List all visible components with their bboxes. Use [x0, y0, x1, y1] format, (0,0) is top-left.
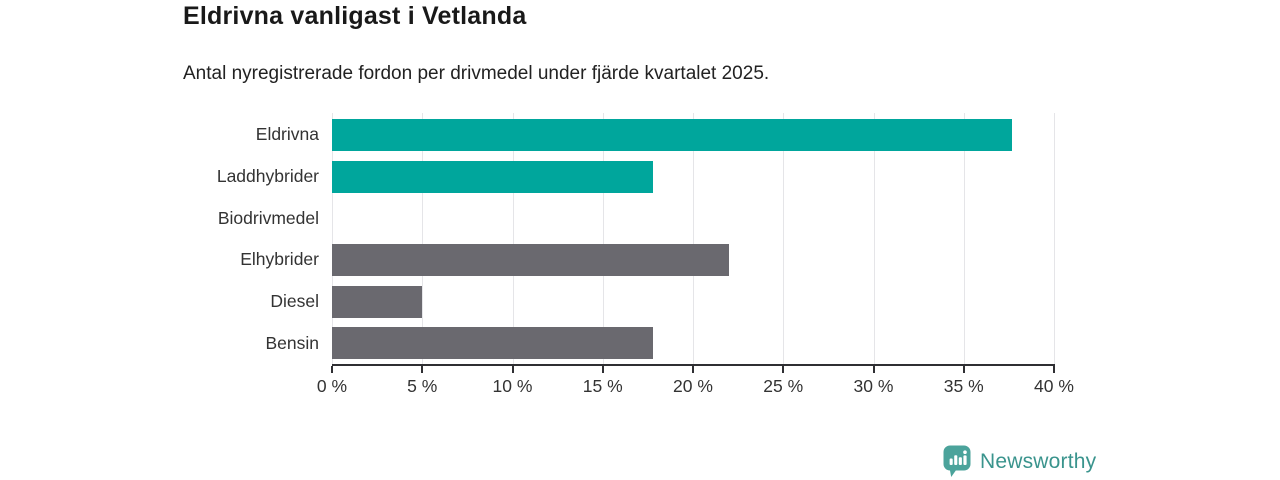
bar-row: Bensin: [0, 322, 1150, 364]
axis-tick-label: 30 %: [853, 376, 894, 396]
axis-tick: [1053, 366, 1055, 373]
axis-tick: [511, 366, 514, 373]
bar-track: [332, 160, 1054, 193]
axis-tick: [962, 366, 965, 373]
axis-tick: [872, 366, 875, 373]
bar: [332, 243, 730, 276]
axis-tick: [601, 366, 604, 373]
gridline: [873, 113, 875, 365]
newsworthy-logo: Newsworthy: [943, 445, 1096, 478]
chart-rows: Eldrivna Laddhybrider Biodrivmedel Elhybrid…: [0, 114, 1150, 364]
bar-row: Elhybrider: [0, 239, 1150, 281]
category-label: Elhybrider: [240, 249, 319, 270]
gridline: [512, 113, 514, 365]
axis-tick: [421, 366, 424, 373]
axis-tick-label: 15 %: [582, 376, 623, 396]
bar-track: [332, 202, 1054, 234]
bar-chart: Eldrivna Laddhybrider Biodrivmedel Elhybrid…: [0, 113, 1150, 413]
bar: [332, 160, 654, 193]
axis-tick: [782, 366, 785, 373]
gridline: [963, 113, 965, 365]
gridline: [422, 113, 424, 365]
axis-tick-label: 0 %: [316, 376, 348, 396]
newsworthy-bar-chart-bubble-icon: [943, 445, 971, 477]
category-label: Diesel: [270, 291, 319, 312]
category-label: Laddhybrider: [216, 166, 319, 187]
bar-row: Biodrivmedel: [0, 197, 1150, 239]
chart-title: Eldrivna vanligast i Vetlanda: [183, 2, 527, 30]
chart-subtitle: Antal nyregistrerade fordon per drivmede…: [183, 63, 770, 84]
axis-tick-label: 20 %: [673, 376, 713, 396]
bar-row: Eldrivna: [0, 114, 1150, 156]
bar-track: [332, 327, 1054, 360]
axis-tick-label: 40 %: [1034, 376, 1074, 396]
bar-track: [332, 243, 1054, 276]
gridlines: [0, 113, 1150, 365]
gridline: [783, 113, 785, 365]
bar-row: Laddhybrider: [0, 156, 1150, 198]
x-axis-line: [332, 364, 1055, 366]
bar: [332, 327, 654, 360]
axis-tick-label: 25 %: [763, 376, 804, 396]
axis-tick: [692, 366, 694, 373]
bar: [332, 118, 1013, 151]
bar-row: Diesel: [0, 281, 1150, 323]
axis-tick: [331, 366, 333, 373]
bar-track: [332, 118, 1054, 151]
gridline: [1054, 113, 1055, 365]
gridline: [332, 113, 333, 365]
gridline: [602, 113, 604, 365]
bar: [332, 285, 423, 318]
category-label: Eldrivna: [255, 124, 319, 145]
category-label: Bensin: [265, 332, 319, 353]
axis-tick-label: 35 %: [943, 376, 984, 396]
gridline: [693, 113, 694, 365]
axis-tick-label: 5 %: [407, 376, 438, 396]
bar-track: [332, 285, 1054, 318]
category-label: Biodrivmedel: [217, 207, 319, 228]
newsworthy-logo-text: Newsworthy: [980, 449, 1097, 473]
axis-tick-label: 10 %: [492, 376, 533, 396]
